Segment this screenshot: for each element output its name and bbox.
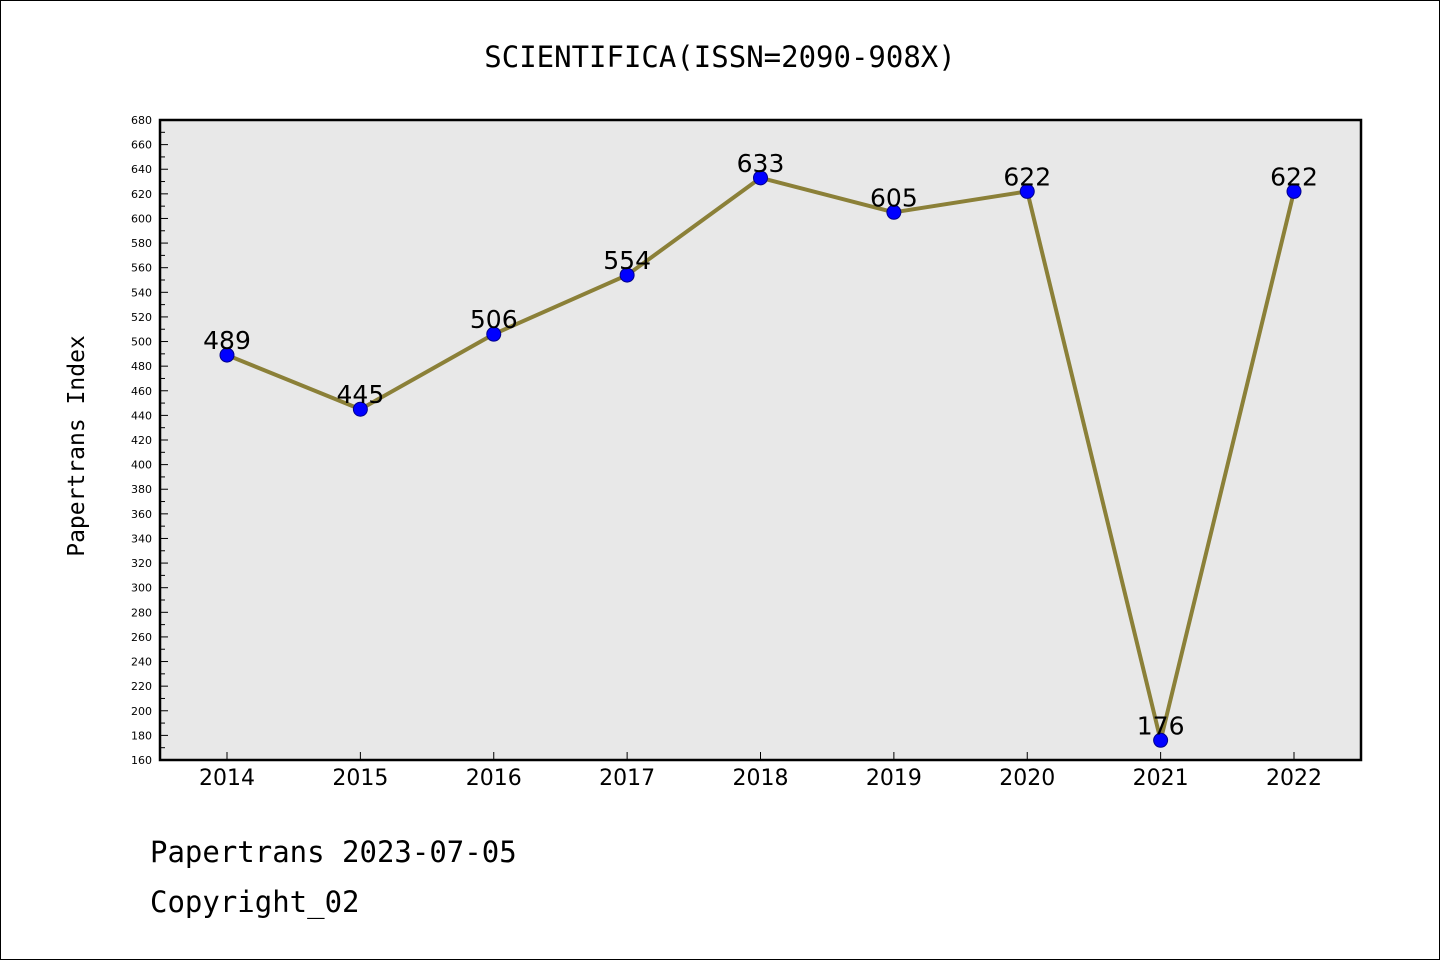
- data-label: 622: [1270, 162, 1318, 191]
- data-label: 506: [470, 305, 518, 334]
- x-tick-label: 2016: [466, 766, 522, 791]
- footer-copyright: Copyright_02: [150, 885, 360, 919]
- y-tick-label: 200: [131, 705, 152, 718]
- data-label: 445: [337, 380, 385, 409]
- y-tick-label: 640: [131, 163, 152, 176]
- data-point: [1286, 183, 1302, 199]
- x-tick-label: 2015: [332, 766, 388, 791]
- x-tick-label: 2018: [733, 766, 789, 791]
- data-label: 176: [1137, 711, 1185, 740]
- y-tick-label: 380: [131, 483, 152, 496]
- y-tick-label: 280: [131, 606, 152, 619]
- y-tick-label: 220: [131, 680, 152, 693]
- y-tick-label: 560: [131, 262, 152, 275]
- y-tick-label: 500: [131, 336, 152, 349]
- data-point: [1153, 732, 1169, 748]
- data-label: 633: [737, 149, 785, 178]
- y-tick-label: 160: [131, 754, 152, 767]
- y-tick-label: 360: [131, 508, 152, 521]
- y-tick-label: 460: [131, 385, 152, 398]
- series-layer: 489 445 506 554 633 605 622 176 622: [203, 149, 1318, 748]
- y-tick-label: 540: [131, 286, 152, 299]
- y-tick-label: 180: [131, 729, 152, 742]
- data-point: [619, 267, 635, 283]
- plot-area: [158, 118, 1363, 762]
- x-tick-label: 2014: [199, 766, 255, 791]
- data-label: 489: [203, 326, 251, 355]
- y-tick-label: 680: [131, 114, 152, 127]
- x-tick-label: 2019: [866, 766, 922, 791]
- data-point: [219, 347, 235, 363]
- x-tick-label: 2022: [1266, 766, 1322, 791]
- y-tick-label: 620: [131, 188, 152, 201]
- data-point: [753, 170, 768, 186]
- x-tick-label: 2017: [599, 766, 655, 791]
- x-axis: 2014 2015 2016 2017 2018 2019 2020 2021 2022: [199, 752, 1322, 791]
- data-label: 622: [1003, 162, 1051, 191]
- y-tick-label: 300: [131, 582, 152, 595]
- y-tick-label: 260: [131, 631, 152, 644]
- y-tick-label: 440: [131, 409, 152, 422]
- footer-source: Papertrans 2023-07-05: [150, 835, 517, 869]
- data-point: [1019, 183, 1035, 199]
- y-axis-label: Papertrans Index: [64, 335, 90, 557]
- data-point: [886, 204, 902, 220]
- x-tick-label: 2021: [1133, 766, 1189, 791]
- y-tick-label: 420: [131, 434, 152, 447]
- x-tick-label: 2020: [999, 766, 1055, 791]
- y-tick-label: 480: [131, 360, 152, 373]
- y-tick-label: 520: [131, 311, 152, 324]
- data-point: [352, 401, 368, 417]
- y-tick-label: 340: [131, 532, 152, 545]
- y-tick-label: 600: [131, 212, 152, 225]
- data-label: 554: [603, 246, 651, 275]
- data-point: [486, 326, 502, 342]
- y-tick-label: 320: [131, 557, 152, 570]
- y-tick-label: 660: [131, 139, 152, 152]
- y-tick-label: 580: [131, 237, 152, 250]
- y-axis: 160 180 200 220 240 260 280 300 320 340 360 380 400 4…: [131, 114, 168, 767]
- y-tick-label: 400: [131, 459, 152, 472]
- y-tick-label: 240: [131, 656, 152, 669]
- chart-title: SCIENTIFICA(ISSN=2090-908X): [484, 40, 955, 74]
- data-label: 605: [870, 183, 918, 212]
